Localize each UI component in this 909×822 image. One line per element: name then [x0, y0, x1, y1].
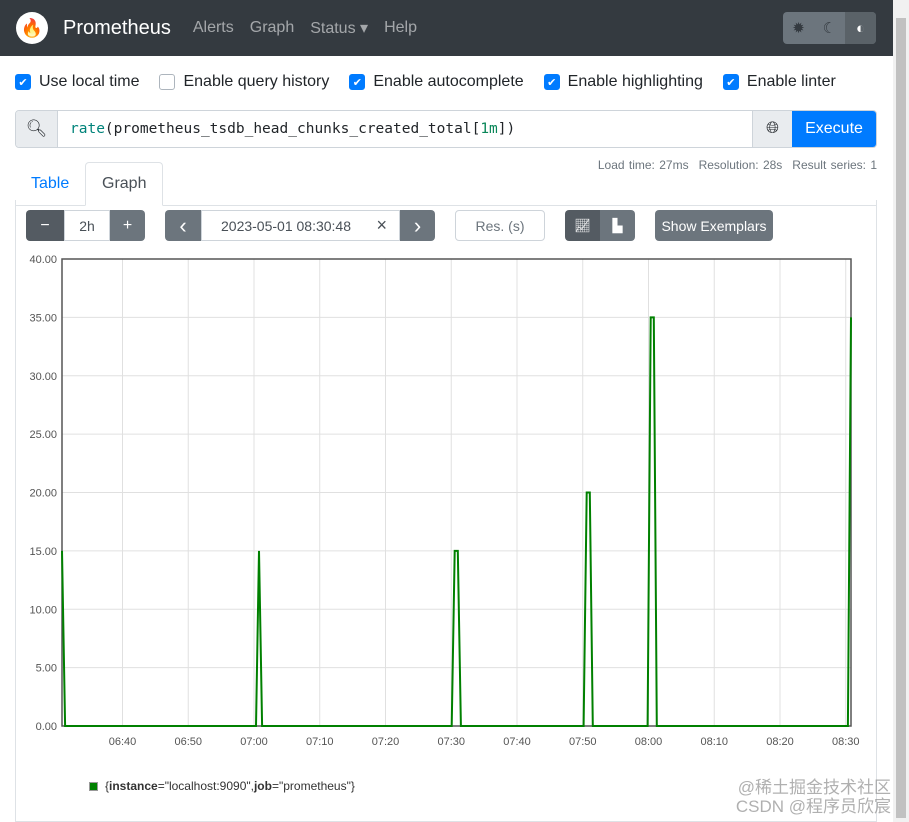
execute-button[interactable]: Execute: [792, 111, 876, 147]
query-input[interactable]: rate(prometheus_tsdb_head_chunks_created…: [58, 111, 752, 147]
theme-toggle: ✹ ☾ ◐: [783, 12, 876, 44]
decrease-range-button[interactable]: −: [26, 210, 64, 241]
option-autocomplete[interactable]: ✔ Enable autocomplete: [349, 73, 524, 91]
query-paren: (: [104, 121, 114, 137]
increase-range-button[interactable]: +: [110, 210, 145, 241]
query-function: rate: [70, 121, 105, 137]
nav-graph[interactable]: Graph: [249, 19, 295, 36]
option-label: Use local time: [39, 73, 140, 90]
tab-table[interactable]: Table: [31, 175, 70, 192]
option-linter[interactable]: ✔ Enable linter: [722, 73, 836, 91]
end-time-value: 2023-05-01 08:30:48: [221, 217, 351, 234]
contrast-icon[interactable]: ◐: [845, 12, 876, 44]
result-series: Result series: 1: [792, 158, 877, 172]
legend-label-key: instance: [109, 779, 158, 793]
option-label: Enable linter: [746, 73, 836, 90]
checkbox[interactable]: [159, 74, 176, 90]
show-exemplars-button[interactable]: Show Exemplars: [655, 210, 773, 241]
option-label: Enable highlighting: [567, 73, 703, 90]
legend-label-value: ="prometheus"}: [271, 779, 355, 793]
option-query-history[interactable]: Enable query history: [159, 73, 329, 91]
clear-time-icon[interactable]: ×: [376, 215, 387, 235]
search-icon: 🔍︎: [16, 111, 58, 147]
option-label: Enable query history: [183, 73, 330, 90]
watermark: @稀土掘金技术社区 CSDN @程序员欣宸: [736, 778, 891, 816]
query-bar: 🔍︎ rate(prometheus_tsdb_head_chunks_crea…: [15, 110, 877, 148]
checkbox[interactable]: ✔: [15, 74, 31, 90]
watermark-line: @稀土掘金技术社区: [737, 778, 891, 797]
navbar: 🔥 Prometheus Alerts Graph Status ▾ Help …: [0, 0, 893, 56]
option-label: Enable autocomplete: [373, 73, 524, 90]
stacked-chart-icon[interactable]: ▙: [600, 210, 635, 241]
query-close: ]): [497, 121, 516, 137]
legend-item[interactable]: {instance ="localhost:9090", job ="prometh…: [89, 779, 355, 793]
nav-status[interactable]: Status ▾: [310, 20, 369, 37]
next-time-button[interactable]: ›: [400, 210, 435, 241]
prometheus-logo-icon[interactable]: 🔥: [16, 12, 48, 44]
scrollbar[interactable]: [893, 0, 909, 822]
sun-icon[interactable]: ✹: [792, 20, 805, 37]
nav-help[interactable]: Help: [384, 19, 417, 36]
query-range: 1m: [480, 121, 498, 137]
checkbox[interactable]: ✔: [722, 74, 739, 90]
line-chart-icon[interactable]: 📈︎: [565, 210, 600, 241]
options-bar: ✔ Use local time Enable query history ✔ En…: [0, 56, 909, 108]
graph-panel: − 2h + ‹ 2023-05-01 08:30:48 × › Res. (s)…: [15, 200, 877, 822]
legend-swatch: [89, 781, 98, 791]
watermark-line: CSDN @程序员欣宸: [735, 797, 891, 816]
resolution: Resolution: 28s: [698, 158, 783, 172]
checkbox[interactable]: ✔: [349, 74, 366, 90]
resolution-input[interactable]: Res. (s): [455, 210, 545, 241]
tab-graph[interactable]: Graph: [85, 162, 164, 206]
query-bracket: [: [471, 121, 481, 137]
legend-brace: {: [105, 779, 110, 793]
option-highlighting[interactable]: ✔ Enable highlighting: [543, 73, 703, 91]
metrics-explorer-globe-icon[interactable]: 🌐︎: [752, 111, 792, 147]
scrollbar-thumb[interactable]: [896, 18, 906, 818]
checkbox[interactable]: ✔: [543, 74, 560, 90]
previous-time-button[interactable]: ‹: [165, 210, 201, 241]
query-metric: prometheus_tsdb_head_chunks_created_tota…: [113, 121, 472, 137]
option-local-time[interactable]: ✔ Use local time: [15, 73, 139, 91]
graph-controls: − 2h + ‹ 2023-05-01 08:30:48 × › Res. (s)…: [26, 210, 773, 241]
load-time: Load time: 27ms: [597, 158, 689, 172]
range-input[interactable]: 2h: [64, 210, 110, 241]
tabs: Table Graph Load time: 27ms Resolution: 2…: [15, 158, 877, 206]
nav-alerts[interactable]: Alerts: [192, 19, 234, 36]
legend-label-key: job: [253, 779, 272, 793]
moon-icon[interactable]: ☾: [822, 20, 837, 37]
end-time-input[interactable]: 2023-05-01 08:30:48 ×: [201, 210, 400, 241]
brand[interactable]: Prometheus: [63, 16, 171, 39]
query-stats: Load time: 27ms Resolution: 28s Result ser…: [588, 158, 877, 172]
legend-label-value: ="localhost:9090",: [157, 779, 254, 793]
